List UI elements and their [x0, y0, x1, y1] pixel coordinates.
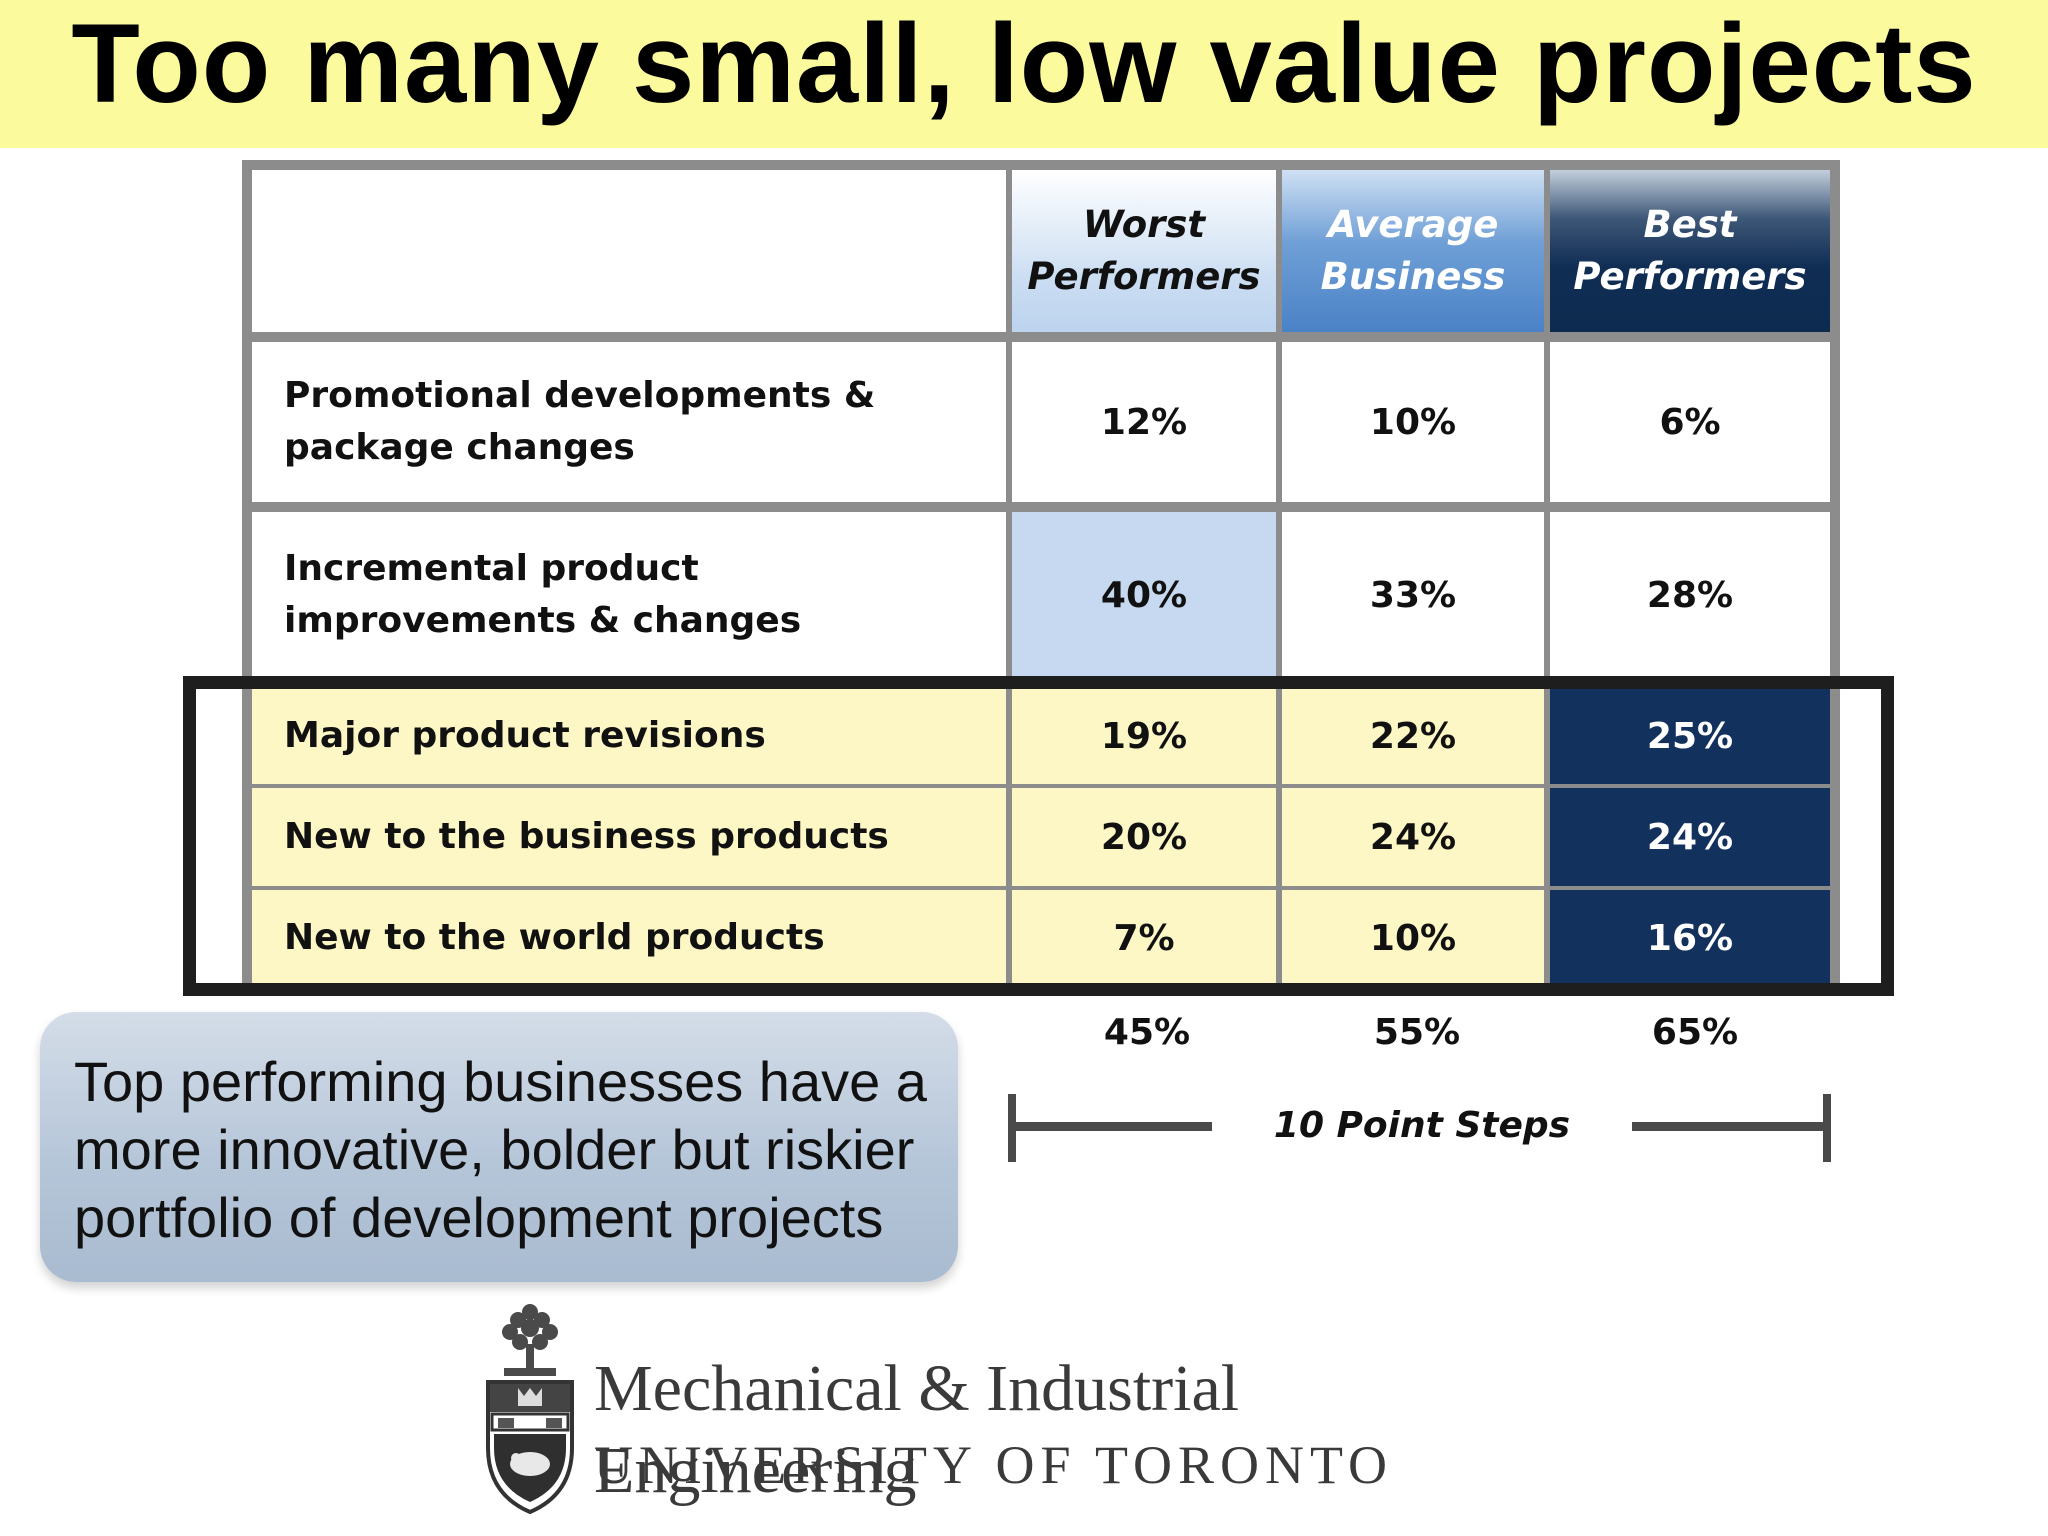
cell-best-new-to-world: 16% [1550, 890, 1830, 986]
header-worst-performers: Worst Performers [1012, 170, 1276, 332]
department-name: Mechanical & Industrial Engineering [594, 1352, 1240, 1507]
row-label-new-to-world: New to the world products [252, 890, 1006, 986]
comparison-table: Worst Performers Average Business Best P… [242, 160, 1840, 990]
total-average: 55% [1373, 1012, 1461, 1053]
title-band [0, 0, 2048, 148]
callout-text: Top performing businesses have a more in… [74, 1050, 927, 1249]
row-label-promotional: Promotional developments & package chang… [252, 342, 1006, 502]
slide-title: Too many small, low value projects [71, 1, 1977, 126]
cell-best-incremental: 28% [1550, 512, 1830, 678]
row-label-major-revisions: Major product revisions [252, 688, 1006, 784]
header-best-performers: Best Performers [1550, 170, 1830, 332]
cell-worst-incremental: 40% [1012, 512, 1276, 678]
step-label: 10 Point Steps [1273, 1105, 1571, 1146]
cell-average-major-revisions: 22% [1282, 688, 1544, 784]
cell-worst-new-to-world: 7% [1012, 890, 1276, 986]
header-average-business: Average Business [1282, 170, 1544, 332]
cell-average-new-to-world: 10% [1282, 890, 1544, 986]
row-label-new-to-business: New to the business products [252, 788, 1006, 886]
cell-average-incremental: 33% [1282, 512, 1544, 678]
cell-average-promotional: 10% [1282, 342, 1544, 502]
header-empty-cell [252, 170, 1006, 332]
step-bracket-right [1823, 1094, 1831, 1162]
university-name: UNIVERSITY OF TORONTO [594, 1435, 1394, 1495]
cell-worst-major-revisions: 19% [1012, 688, 1276, 784]
total-worst: 45% [1103, 1012, 1191, 1053]
cell-best-new-to-business: 24% [1550, 788, 1830, 886]
cell-best-promotional: 6% [1550, 342, 1830, 502]
cell-average-new-to-business: 24% [1282, 788, 1544, 886]
callout-box: Top performing businesses have a more in… [40, 1012, 958, 1282]
cell-worst-promotional: 12% [1012, 342, 1276, 502]
cell-worst-new-to-business: 20% [1012, 788, 1276, 886]
university-crest-icon [486, 1304, 574, 1515]
total-best: 65% [1651, 1012, 1739, 1053]
row-label-incremental: Incremental product improvements & chang… [252, 512, 1006, 678]
step-bracket-right-bar [1632, 1122, 1830, 1131]
step-bracket-left-bar [1010, 1122, 1212, 1131]
cell-best-major-revisions: 25% [1550, 688, 1830, 784]
